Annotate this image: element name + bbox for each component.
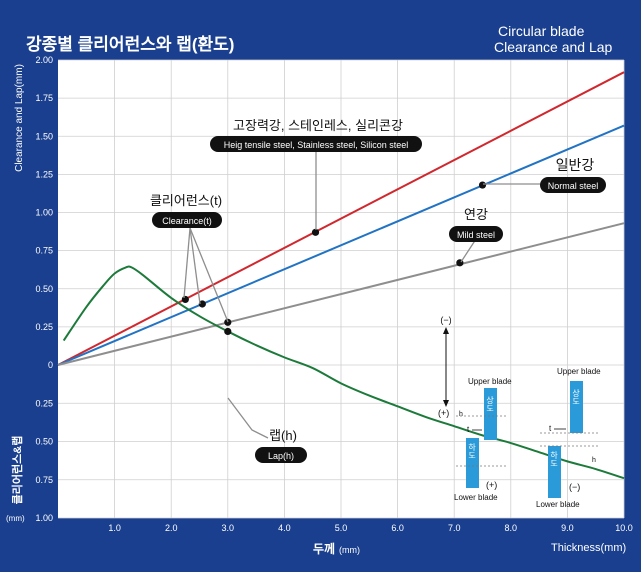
- lap-label-pill: [255, 447, 307, 463]
- clearance-label-ko: 클리어런스(t): [150, 193, 222, 208]
- marker-hts: [181, 295, 189, 304]
- y-axis-label-top: Clearance and Lap(mm): [14, 64, 25, 172]
- blade-diagram-negative: Upper blade 상도 하도 t h (−) Lower blade: [536, 367, 601, 509]
- series-line-mild: [57, 222, 625, 366]
- inset-upper-label-a: Upper blade: [468, 377, 512, 386]
- inset-h-label-b: h: [592, 457, 596, 464]
- mild-label-en: Mild steel: [457, 230, 495, 240]
- y-tick-label: 1.00: [35, 513, 53, 523]
- y-tick-label: 2.00: [35, 55, 53, 65]
- y-tick-label: 1.50: [35, 131, 53, 141]
- lower-blade-a-label: 하도: [467, 442, 476, 459]
- series-line-lap: [62, 265, 625, 480]
- upper-blade-b-label: 상도: [571, 388, 580, 405]
- upper-blade-a: [484, 388, 497, 440]
- inset-arrow-up-icon: [443, 327, 449, 334]
- inset-plus-right: (+): [486, 480, 497, 490]
- x-tick-label: 8.0: [505, 523, 518, 533]
- mild-label-pill: [449, 226, 503, 242]
- inset-minus-top: (−): [440, 315, 451, 325]
- x-tick-label: 3.0: [222, 523, 235, 533]
- x-tick-label: 7.0: [448, 523, 461, 533]
- inset-t-label-a: t: [467, 425, 470, 434]
- clearance-leader-2: [189, 227, 201, 305]
- upper-blade-b: [570, 381, 583, 433]
- x-tick-label: 10.0: [615, 523, 633, 533]
- upper-blade-a-label: 상도: [485, 395, 494, 412]
- y-tick-label: 0.75: [35, 246, 53, 256]
- mild-label-ko: 연강: [464, 207, 488, 222]
- chart-title: 강종별 클리어런스와 랩(환도): [26, 35, 234, 54]
- y-tick-label: 0.75: [35, 475, 53, 485]
- x-tick-label: 6.0: [391, 523, 404, 533]
- x-tick-label: 2.0: [165, 523, 178, 533]
- lap-label-en: Lap(h): [268, 451, 294, 461]
- marker-hts: [311, 228, 320, 236]
- x-axis-label-ko: 두께: [313, 542, 335, 556]
- lap-label-ko: 랩(h): [269, 428, 297, 443]
- y-tick-label: 0.50: [35, 284, 53, 294]
- lower-blade-b: [548, 446, 561, 498]
- x-axis-label-en: Thickness(mm): [551, 542, 626, 554]
- y-tick-label: 0.50: [35, 437, 53, 447]
- inset-h-label-a: h: [459, 411, 463, 418]
- y-axis-label-bottom-unit: (mm): [6, 514, 25, 523]
- series-group: [57, 71, 625, 480]
- chart-title-en-1: Circular blade: [498, 23, 585, 39]
- inset-t-label-b: t: [549, 424, 552, 433]
- y-tick-label: 0.25: [35, 322, 53, 332]
- normal-label-pill: [540, 177, 606, 193]
- series-line-hts: [57, 71, 625, 366]
- hts-label-pill: [210, 136, 422, 152]
- clearance-leader-3: [189, 227, 229, 323]
- y-tick-label: 0.25: [35, 398, 53, 408]
- marker-lap: [224, 327, 232, 336]
- lap-leader: [227, 397, 269, 439]
- y-tick-label: 1.25: [35, 169, 53, 179]
- tick-labels: 1.0 2.0 3.0 4.0 5.0 6.0 7.0 8.0 9.0 10.0 2.00 1.75 1…: [35, 55, 632, 533]
- inset-minus-right: (−): [569, 482, 580, 492]
- y-tick-label-zero: 0: [48, 360, 53, 370]
- marker-normal: [198, 300, 206, 308]
- clearance-leader-1: [183, 227, 191, 299]
- clearance-label-pill: [152, 212, 222, 228]
- blade-diagram-positive: (−) (+) Upper blade 상도 하도 h t (+) Lower …: [438, 315, 512, 502]
- y-tick-label: 1.75: [35, 93, 53, 103]
- marker-mild: [224, 318, 232, 326]
- x-tick-label: 5.0: [335, 523, 348, 533]
- normal-label-ko: 일반강: [556, 157, 595, 173]
- marker-normal: [478, 181, 487, 189]
- series-line-normal: [57, 124, 625, 366]
- x-tick-label: 1.0: [108, 523, 121, 533]
- inset-upper-label-b: Upper blade: [557, 367, 601, 376]
- lower-blade-a: [466, 438, 479, 488]
- hts-label-en: Heig tensile steel, Stainless steel, Sil…: [224, 140, 409, 150]
- clearance-label-en: Clearance(t): [162, 216, 212, 226]
- normal-label-en: Normal steel: [548, 181, 599, 191]
- y-tick-label: 1.00: [35, 208, 53, 218]
- x-tick-label: 9.0: [561, 523, 574, 533]
- inset-lower-label-a: Lower blade: [454, 493, 498, 502]
- x-axis-label-ko-unit: (mm): [339, 545, 360, 555]
- inset-lower-label-b: Lower blade: [536, 500, 580, 509]
- y-axis-label-bottom: 클리어런스&랩: [10, 436, 24, 505]
- x-tick-label: 4.0: [278, 523, 291, 533]
- inset-plus-left: (+): [438, 408, 449, 418]
- hts-label-ko: 고장력강, 스테인레스, 실리콘강: [233, 118, 403, 133]
- inset-arrow-down-icon: [443, 400, 449, 407]
- chart-title-en-2: Clearance and Lap: [494, 39, 613, 55]
- lower-blade-b-label: 하도: [549, 450, 558, 467]
